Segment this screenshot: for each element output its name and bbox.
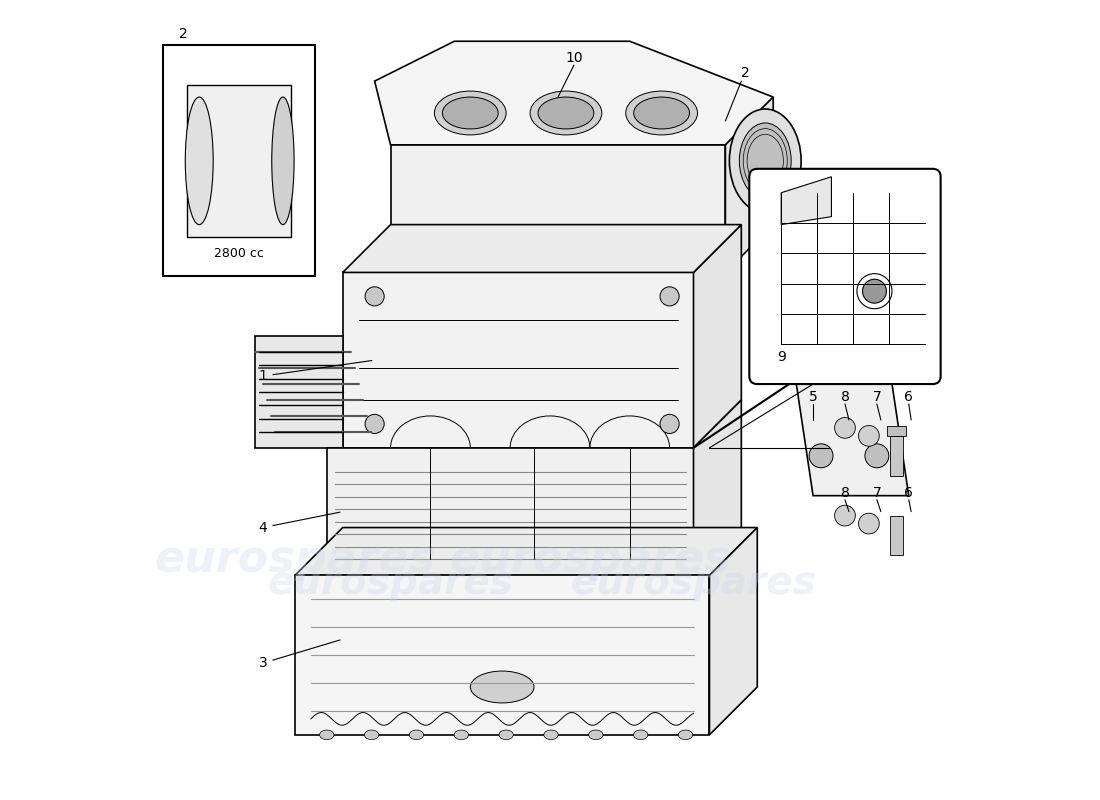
FancyBboxPatch shape: [749, 169, 940, 384]
Polygon shape: [375, 42, 773, 145]
Text: eurospares: eurospares: [267, 564, 514, 602]
Circle shape: [810, 348, 833, 372]
Text: 7: 7: [872, 486, 881, 500]
Ellipse shape: [588, 730, 603, 740]
Text: 5: 5: [808, 390, 817, 404]
Text: 4: 4: [258, 512, 340, 534]
Ellipse shape: [739, 123, 791, 198]
Text: 7: 7: [872, 390, 881, 404]
Ellipse shape: [442, 97, 498, 129]
Circle shape: [835, 506, 856, 526]
Ellipse shape: [320, 730, 334, 740]
Ellipse shape: [679, 730, 693, 740]
Text: 6: 6: [904, 486, 913, 500]
Polygon shape: [693, 225, 741, 448]
Ellipse shape: [364, 730, 378, 740]
Ellipse shape: [543, 730, 558, 740]
Circle shape: [858, 514, 879, 534]
Ellipse shape: [634, 730, 648, 740]
Text: eurospares: eurospares: [571, 564, 816, 602]
Ellipse shape: [626, 91, 697, 135]
Circle shape: [660, 414, 679, 434]
Ellipse shape: [538, 97, 594, 129]
Circle shape: [835, 418, 856, 438]
Polygon shape: [295, 527, 757, 575]
Polygon shape: [255, 336, 343, 448]
Text: 8: 8: [840, 486, 849, 500]
Ellipse shape: [272, 97, 294, 225]
Text: 10: 10: [565, 51, 583, 65]
Text: 9: 9: [778, 350, 786, 364]
FancyBboxPatch shape: [163, 46, 315, 277]
Text: 1: 1: [258, 361, 372, 383]
Ellipse shape: [530, 91, 602, 135]
Text: 8: 8: [840, 390, 849, 404]
Circle shape: [660, 286, 679, 306]
Ellipse shape: [499, 730, 514, 740]
Polygon shape: [693, 400, 741, 575]
Ellipse shape: [185, 97, 213, 225]
Text: 3: 3: [258, 640, 340, 670]
Ellipse shape: [434, 91, 506, 135]
Bar: [890, 515, 903, 555]
Polygon shape: [781, 177, 832, 225]
FancyBboxPatch shape: [187, 85, 290, 237]
Text: 6: 6: [904, 390, 913, 404]
Text: eurospares: eurospares: [154, 538, 436, 581]
Polygon shape: [343, 225, 741, 273]
Polygon shape: [725, 97, 773, 273]
Ellipse shape: [409, 730, 424, 740]
Ellipse shape: [634, 97, 690, 129]
Ellipse shape: [471, 671, 535, 703]
Text: eurospares: eurospares: [449, 538, 730, 581]
Polygon shape: [295, 575, 710, 735]
Circle shape: [865, 444, 889, 468]
Ellipse shape: [454, 730, 469, 740]
Bar: [890, 436, 903, 476]
Circle shape: [365, 286, 384, 306]
Circle shape: [365, 414, 384, 434]
Text: 2800 cc: 2800 cc: [214, 247, 264, 261]
Text: 2: 2: [741, 66, 750, 80]
Polygon shape: [789, 336, 909, 496]
Polygon shape: [343, 273, 693, 448]
Circle shape: [810, 444, 833, 468]
Bar: [888, 426, 906, 436]
Circle shape: [858, 426, 879, 446]
Ellipse shape: [729, 109, 801, 213]
Polygon shape: [327, 448, 693, 575]
Text: 2: 2: [179, 27, 188, 42]
Polygon shape: [710, 527, 757, 735]
Polygon shape: [390, 145, 725, 273]
Circle shape: [862, 279, 887, 303]
